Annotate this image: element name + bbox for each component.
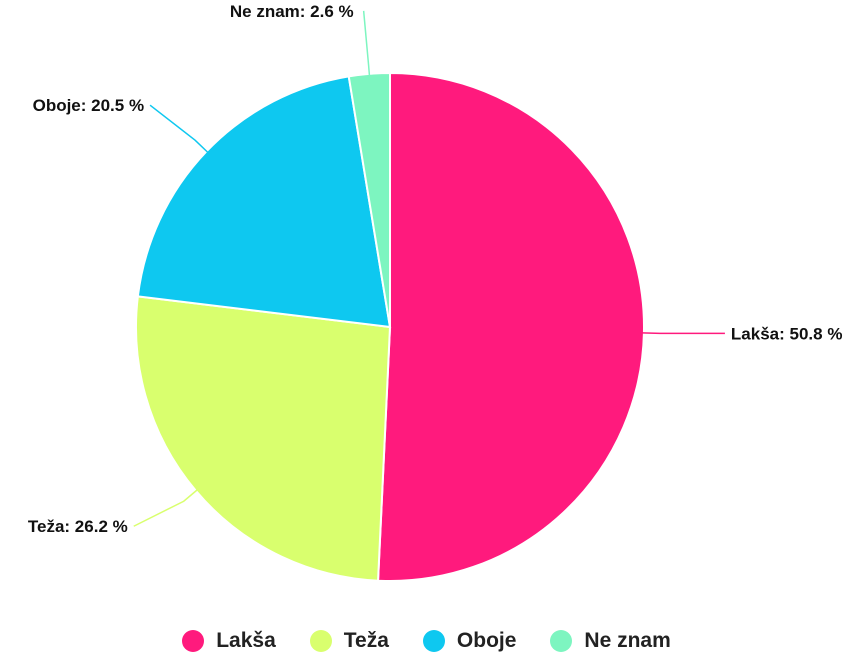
data-label-oboje: Oboje: 20.5 % (33, 96, 144, 115)
legend-item-teza[interactable]: Teža (309, 629, 389, 653)
legend-label-oboje: Oboje (456, 629, 517, 652)
leader-line-ne-znam (362, 10, 371, 76)
data-label-ne-znam: Ne znam: 2.6 % (230, 2, 354, 21)
pie-slice-oboje[interactable] (136, 75, 392, 329)
leader-line-oboje (149, 104, 209, 154)
legend-swatch-laksa (182, 630, 205, 652)
legend-swatch-oboje (422, 630, 445, 652)
legend-swatch-ne-znam (550, 630, 573, 652)
pie-slices (135, 71, 645, 582)
leader-lines (133, 10, 725, 527)
legend-item-ne-znam[interactable]: Ne znam (550, 629, 671, 653)
leader-line-teza (133, 489, 198, 527)
legend-swatch-teza (309, 630, 332, 652)
legend-item-laksa[interactable]: Lakša (182, 629, 276, 653)
pie-slice-laksa[interactable] (377, 71, 645, 582)
data-labels: Lakša: 50.8 % Teža: 26.2 % Oboje: 20.5 % Ne… (28, 2, 843, 536)
pie-slice-teza[interactable] (135, 295, 392, 582)
legend-item-oboje[interactable]: Oboje (422, 629, 517, 653)
legend-label-laksa: Lakša (216, 629, 276, 652)
chart-legend: Lakša Teža Oboje Ne znam (0, 628, 853, 654)
legend-label-teza: Teža (343, 629, 389, 652)
data-label-laksa: Lakša: 50.8 % (731, 324, 843, 343)
legend-label-ne-znam: Ne znam (584, 629, 671, 652)
data-label-teza: Teža: 26.2 % (28, 517, 128, 536)
